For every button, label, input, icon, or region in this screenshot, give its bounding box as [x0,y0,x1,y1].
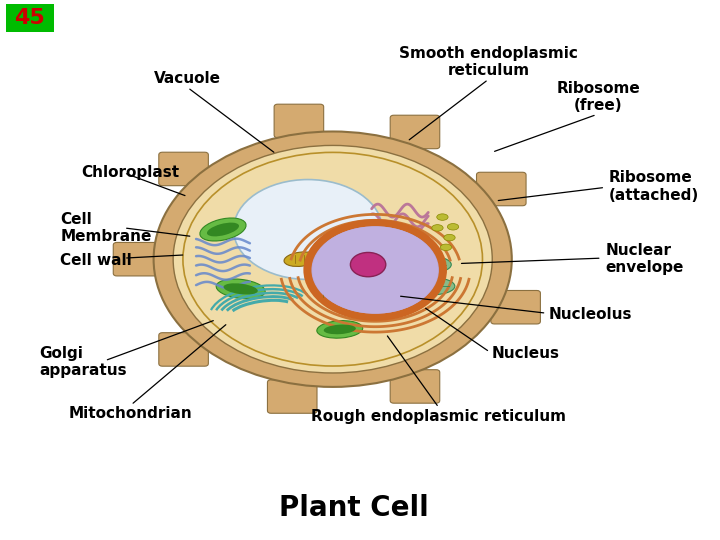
FancyBboxPatch shape [6,4,54,32]
Ellipse shape [437,214,448,220]
Ellipse shape [444,234,455,241]
Ellipse shape [409,278,455,295]
Text: Rough endoplasmic reticulum: Rough endoplasmic reticulum [311,409,567,424]
FancyBboxPatch shape [477,172,526,206]
Ellipse shape [351,253,386,276]
Ellipse shape [447,224,459,230]
Text: Ribosome
(attached): Ribosome (attached) [609,170,699,202]
Ellipse shape [324,325,356,334]
Ellipse shape [432,225,443,231]
Text: Cell wall: Cell wall [60,253,132,268]
Ellipse shape [216,279,265,299]
FancyBboxPatch shape [159,333,208,366]
Text: Cell
Membrane: Cell Membrane [60,212,151,244]
Text: Nucleolus: Nucleolus [549,307,632,322]
Text: 45: 45 [14,8,45,29]
Text: Nuclear
envelope: Nuclear envelope [606,243,683,275]
FancyBboxPatch shape [390,370,440,403]
Ellipse shape [200,218,246,241]
Ellipse shape [183,152,482,366]
Text: Plant Cell: Plant Cell [279,494,429,522]
Ellipse shape [405,256,451,273]
FancyBboxPatch shape [113,242,163,276]
Text: Vacuole: Vacuole [154,71,221,86]
Text: Smooth endoplasmic
reticulum: Smooth endoplasmic reticulum [399,46,578,78]
FancyBboxPatch shape [274,104,324,138]
Ellipse shape [310,225,441,315]
Ellipse shape [207,222,239,237]
Ellipse shape [317,321,363,338]
Text: Ribosome
(free): Ribosome (free) [557,81,640,113]
Ellipse shape [223,284,258,294]
Ellipse shape [173,145,492,373]
Ellipse shape [312,226,438,314]
Text: Nucleus: Nucleus [492,346,560,361]
Text: Chloroplast: Chloroplast [81,165,179,180]
Ellipse shape [233,179,382,279]
FancyBboxPatch shape [159,152,208,186]
FancyBboxPatch shape [267,380,317,413]
Ellipse shape [284,252,318,266]
FancyBboxPatch shape [390,115,440,148]
Text: Mitochondrian: Mitochondrian [69,406,193,421]
Ellipse shape [313,286,345,299]
FancyBboxPatch shape [491,291,541,324]
Ellipse shape [441,244,451,251]
Ellipse shape [153,131,512,387]
Text: Golgi
apparatus: Golgi apparatus [39,346,127,378]
